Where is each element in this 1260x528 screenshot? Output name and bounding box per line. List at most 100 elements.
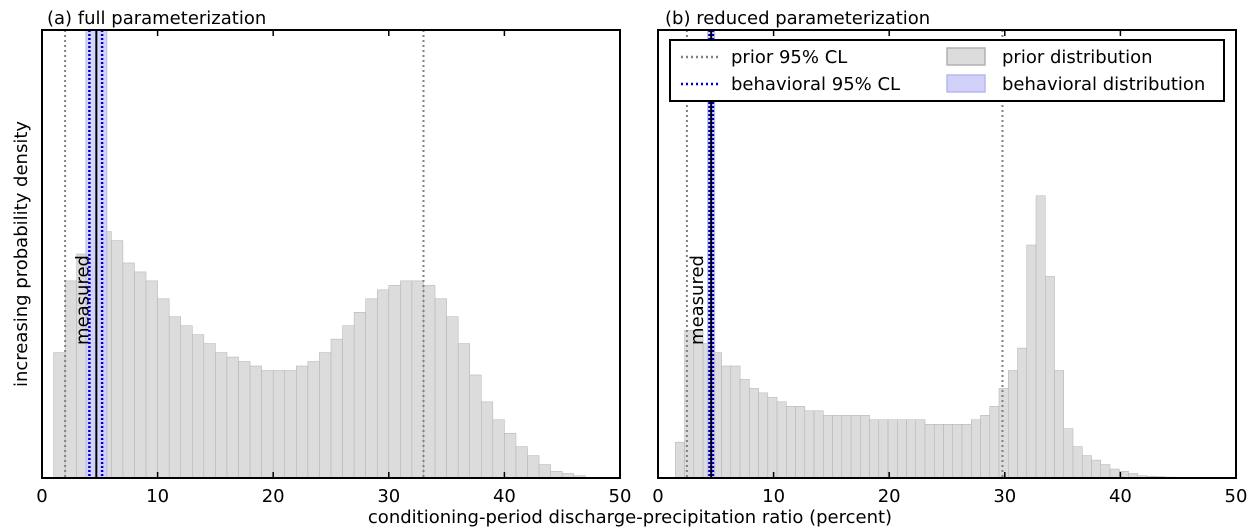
panel-a-prior-bar xyxy=(111,240,124,479)
panel-a-prior-bar xyxy=(515,446,528,479)
panel-b-prior-bar xyxy=(832,415,843,479)
panel-a-title: (a) full parameterization xyxy=(47,8,266,29)
panel-a-prior-bar xyxy=(284,370,297,479)
panel-b-prior-bar xyxy=(989,406,1000,479)
panel-b-prior-bar xyxy=(924,423,935,479)
legend-behavioral-dist-label: behavioral distribution xyxy=(1002,74,1205,95)
panel-a-prior-bar xyxy=(481,401,494,479)
panel-b-prior-bar xyxy=(998,388,1009,479)
panel-a-prior-bar xyxy=(261,370,274,479)
panel-a-prior-bar xyxy=(192,334,205,479)
panel-b-prior-bar xyxy=(813,410,824,479)
panel-b: (b) reduced parameterization 0 10 20 30 40 50… xyxy=(652,8,1247,507)
panel-b-prior-bar xyxy=(980,415,991,479)
panel-a-prior-bar xyxy=(226,356,239,479)
panel-a-x-tick-label: 30 xyxy=(377,486,400,507)
panel-b-prior-bar xyxy=(1082,455,1092,479)
x-axis-label: conditioning-period discharge-precipitat… xyxy=(368,507,892,528)
panel-a-prior-bar xyxy=(215,352,228,479)
panel-b-prior-bar xyxy=(952,423,963,479)
panel-b-prior-bar xyxy=(675,441,685,479)
panel-b-prior-bar xyxy=(1100,464,1111,479)
panel-b-prior-bar xyxy=(693,329,704,479)
panel-a-prior-bar xyxy=(272,370,286,479)
panel-a-prior-bar xyxy=(296,365,309,479)
panel-a-prior-bar xyxy=(330,338,343,479)
panel-b-prior-bar xyxy=(823,415,833,479)
panel-a-prior-bar xyxy=(249,365,262,479)
panel-a-prior-bar xyxy=(122,262,135,479)
legend-behavioral-dist-swatch xyxy=(946,74,986,93)
panel-a-prior-bar xyxy=(469,374,482,479)
panel-b-prior-bar xyxy=(795,406,806,479)
panel-a-prior-bar xyxy=(492,419,505,479)
panel-b-x-tick-label: 40 xyxy=(1109,486,1132,507)
panel-b-prior-bar xyxy=(897,419,907,479)
panel-a-prior-bar xyxy=(411,280,424,479)
panel-b-x-tick-label: 50 xyxy=(1225,486,1248,507)
panel-b-title: (b) reduced parameterization xyxy=(665,8,930,29)
panel-b-prior-bar xyxy=(887,419,898,479)
panel-b-x-tick-label: 0 xyxy=(652,486,663,507)
panel-b-prior-bar xyxy=(1063,428,1074,479)
panel-b-prior-bars xyxy=(675,195,1185,479)
panel-b-x-tick-label: 30 xyxy=(993,486,1016,507)
panel-a-prior-bar xyxy=(203,343,216,479)
panel-a-prior-bar xyxy=(180,325,193,479)
panel-a-prior-bar xyxy=(388,285,401,479)
panel-a-prior-bar xyxy=(446,316,459,479)
panel-a-prior-bar xyxy=(353,311,366,479)
panel-a-frame xyxy=(41,29,621,479)
panel-b-prior-bar xyxy=(1017,347,1028,479)
panel-a-prior-bar xyxy=(145,280,158,479)
panel-b-measured-label: measured xyxy=(687,255,708,345)
panel-a-prior-bar xyxy=(457,343,470,479)
panel-a-prior-bar xyxy=(307,361,320,479)
panel-a-prior-bar xyxy=(423,285,436,479)
panel-a-prior-bar xyxy=(342,325,355,479)
panel-b-prior-bar xyxy=(786,406,796,479)
y-axis-label: increasing probability density xyxy=(11,121,32,387)
panel-b-prior-bar xyxy=(869,419,880,479)
panel-b-prior-bar xyxy=(943,423,954,479)
panel-a-x-tick-label: 40 xyxy=(493,486,516,507)
panel-a-prior-bar xyxy=(238,361,251,479)
panel-b-prior-bar xyxy=(1045,276,1055,479)
panel-a-prior-bar xyxy=(157,298,170,479)
panel-a: (a) full parameterization 0 10 20 30 40 50 me… xyxy=(36,8,631,507)
panel-b-x-tick-label: 10 xyxy=(762,486,785,507)
panel-b-prior-bar xyxy=(1072,446,1083,479)
panel-b-prior-bar xyxy=(758,392,769,479)
panel-a-x-tick-label: 10 xyxy=(146,486,169,507)
panel-b-prior-bar xyxy=(730,365,741,479)
panel-b-x-ticks: 0 10 20 30 40 50 xyxy=(652,30,1247,507)
panel-b-prior-bar xyxy=(721,365,732,479)
panel-a-x-tick-label: 20 xyxy=(262,486,285,507)
panel-b-prior-bar xyxy=(971,419,981,479)
panel-b-prior-bar xyxy=(804,410,815,479)
panel-b-prior-bar xyxy=(860,415,870,479)
panel-b-prior-bar xyxy=(767,397,778,479)
panel-b-prior-bar xyxy=(776,401,787,479)
panel-a-prior-bars xyxy=(53,231,586,479)
panel-a-x-tick-label: 0 xyxy=(36,486,47,507)
panel-a-prior-bar xyxy=(376,289,390,479)
panel-a-prior-bar xyxy=(319,352,332,479)
panel-a-prior-bar xyxy=(400,280,413,479)
panel-a-prior-bar xyxy=(538,464,551,479)
panel-b-prior-bar xyxy=(1091,459,1101,479)
panel-b-prior-bar xyxy=(906,419,917,479)
panel-b-prior-bar xyxy=(1035,195,1046,479)
panel-b-prior-bar xyxy=(1054,370,1065,479)
panel-b-prior-bar xyxy=(1026,244,1037,479)
legend-prior-cl-label: prior 95% CL xyxy=(731,47,847,68)
panel-a-prior-bar xyxy=(365,298,378,479)
panel-a-x-ticks: 0 10 20 30 40 50 xyxy=(36,30,631,507)
panel-b-prior-bar xyxy=(1109,468,1120,479)
panel-b-prior-bar xyxy=(915,419,926,479)
legend-behavioral-cl-label: behavioral 95% CL xyxy=(731,74,900,95)
panel-b-x-tick-label: 20 xyxy=(878,486,901,507)
panel-b-prior-bar xyxy=(841,415,852,479)
legend-prior-dist-label: prior distribution xyxy=(1002,47,1153,68)
